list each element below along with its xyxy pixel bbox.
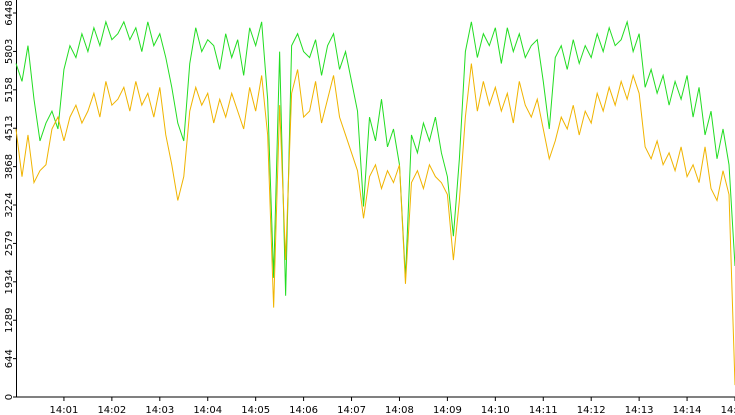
y-tick-label: 5803 (4, 39, 15, 64)
x-tick-label: 14:04 (193, 405, 222, 415)
y-tick-label: 5158 (4, 77, 15, 102)
x-tick-label: 14:11 (529, 405, 558, 415)
x-tick-label: 14:01 (50, 405, 79, 415)
x-tick-label: 14:12 (577, 405, 606, 415)
x-tick-label: 14:03 (145, 405, 174, 415)
x-tick-label: 14:06 (289, 405, 318, 415)
y-tick-label: 644 (4, 349, 15, 368)
series-line (15, 63, 735, 386)
y-tick-label: 4513 (4, 116, 15, 141)
y-tick-label: 1289 (4, 308, 15, 333)
y-tick-label: 2579 (4, 231, 15, 256)
x-tick-label: 14:14 (673, 405, 702, 415)
x-tick-label: 14:10 (481, 405, 510, 415)
x-tick-label: 14:08 (385, 405, 414, 415)
y-tick-label: 3224 (4, 192, 15, 217)
x-tick-label: 14:07 (337, 405, 366, 415)
x-tick-label: 14:02 (97, 405, 126, 415)
x-tick-label: 14:13 (625, 405, 654, 415)
y-tick-label: 6448 (4, 0, 15, 25)
y-tick-label: 0 (4, 394, 15, 400)
y-tick-label: 3868 (4, 154, 15, 179)
series-line (15, 19, 735, 296)
y-tick-label: 1934 (4, 269, 15, 294)
x-tick-label: 14:15 (721, 405, 735, 415)
x-tick-label: 14:09 (433, 405, 462, 415)
x-tick-label: 14:05 (241, 405, 270, 415)
